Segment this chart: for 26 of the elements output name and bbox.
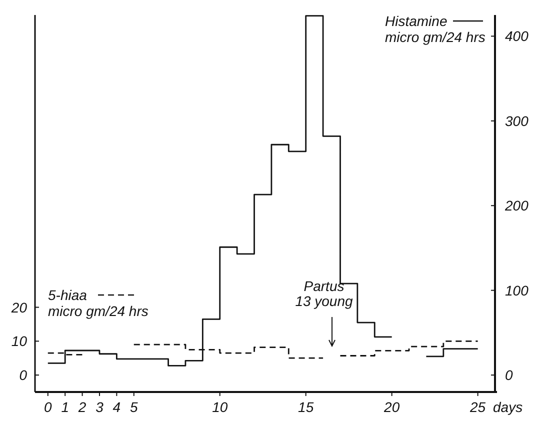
y2-tick-label: 200 [504, 198, 529, 214]
x-tick-label: 25 [469, 399, 486, 415]
legend-label: 5-hiaa [48, 287, 88, 303]
y2-tick-label: 300 [505, 112, 529, 129]
x-tick-label: 20 [383, 399, 400, 415]
legend-label: Histamine [385, 13, 448, 29]
y-tick-label: 0 [19, 367, 28, 384]
y2-tick-label: 100 [505, 282, 529, 298]
y-axis-title: micro gm/24 hrs [48, 303, 148, 319]
y2-tick-label: 400 [505, 28, 529, 44]
y-tick-label: 20 [10, 299, 28, 316]
y2-axis-title: micro gm/24 hrs [385, 29, 486, 45]
x-axis-title: days [493, 399, 523, 415]
legend-entry: Histamine micro gm/24 hrs [385, 13, 486, 45]
annotation: Partus 13 young [295, 278, 354, 309]
x-tick-label: 1 [61, 399, 69, 415]
y-tick-label: 10 [11, 333, 28, 350]
legend-entry: 5-hiaa micro gm/24 hrs [48, 287, 148, 319]
x-tick-label: 3 [96, 399, 104, 415]
x-tick-label: 4 [112, 399, 121, 415]
x-tick-label: 2 [77, 399, 86, 415]
x-tick-label: 10 [212, 399, 228, 415]
x-tick-label: 0 [44, 399, 52, 415]
y2-tick-label: 0 [505, 367, 513, 384]
x-tick-label: 5 [130, 399, 138, 415]
x-tick-label: 15 [298, 399, 314, 415]
